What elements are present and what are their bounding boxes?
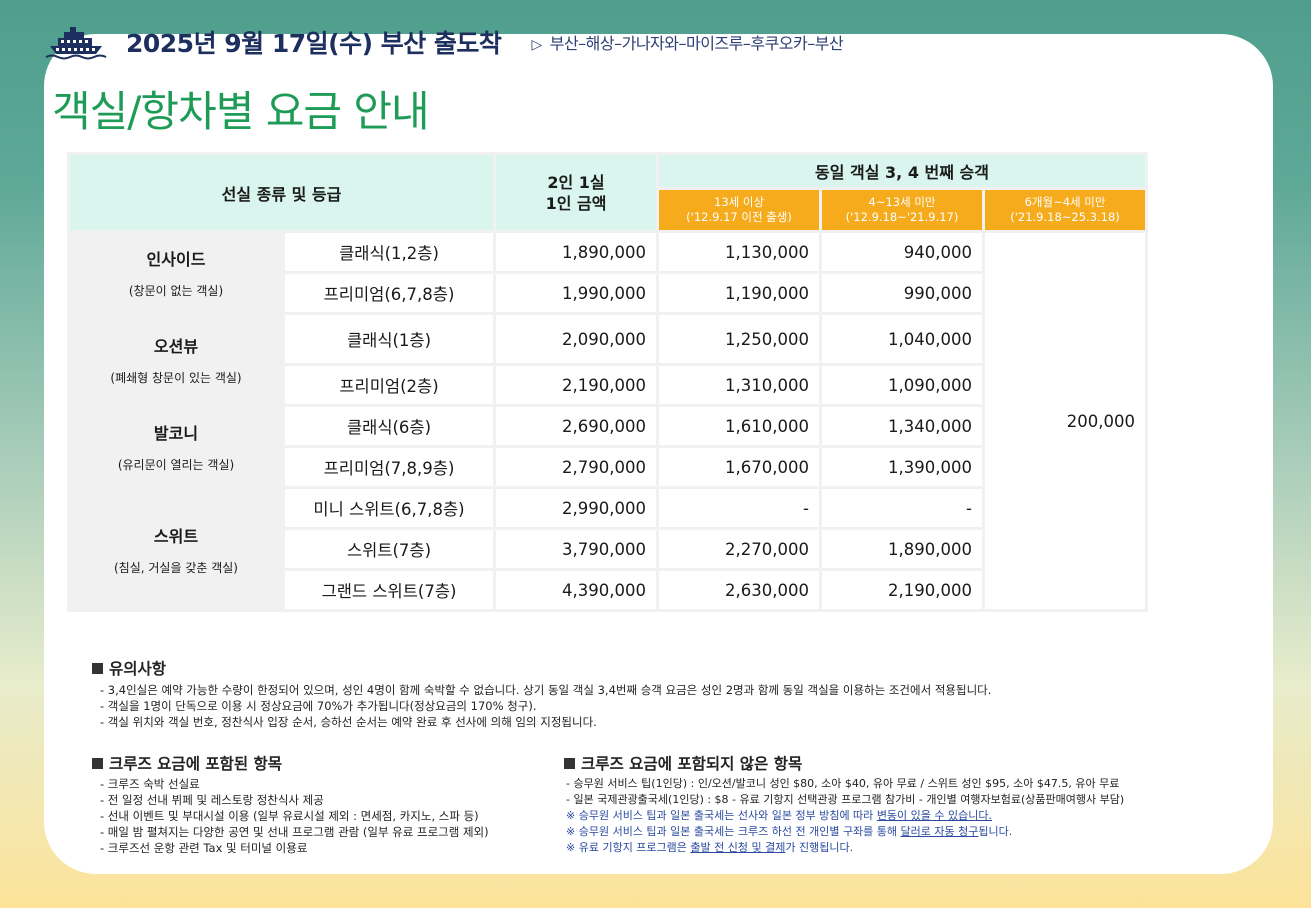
table-row: 스위트(7층) 3,790,000 2,270,000 1,890,000	[70, 530, 1145, 568]
price-4to13: 1,090,000	[822, 366, 983, 404]
route-marker-icon: ▷	[531, 37, 542, 53]
list-item: - 객실을 1명이 단독으로 이용 시 정상요금에 70%가 추가됩니다(정상요…	[100, 699, 537, 713]
cabin-subtype: 미니 스위트(6,7,8층)	[285, 489, 494, 527]
header-extra-guest: 동일 객실 3, 4 번째 승객	[659, 155, 1146, 187]
cabin-subtype: 프리미엄(2층)	[285, 366, 494, 404]
base-price: 1,890,000	[496, 233, 657, 271]
page-title: 객실/항차별 요금 안내	[52, 87, 430, 136]
route-info: ▷ 부산–해상–가나자와–마이즈루–후쿠오카–부산	[531, 30, 843, 54]
excluded-note: ※ 유료 기항지 프로그램은 출발 전 신청 및 결제가 진행됩니다.	[566, 841, 854, 854]
table-row: 프리미엄(7,8,9층) 2,790,000 1,670,000 1,390,0…	[70, 448, 1145, 486]
included-list: - 크루즈 숙박 선실료 - 전 일정 선내 뷔페 및 레스토랑 정찬식사 제공…	[100, 776, 489, 856]
base-price: 1,990,000	[496, 274, 657, 312]
infant-price: 200,000	[985, 233, 1146, 609]
excluded-note: ※ 승무원 서비스 팁과 일본 출국세는 크루즈 하선 전 개인별 구좌를 통해…	[566, 825, 1013, 838]
list-item: - 매일 밤 펼쳐지는 다양한 공연 및 선내 프로그램 관람 (일부 유료 프…	[100, 825, 489, 839]
base-price: 2,990,000	[496, 489, 657, 527]
square-bullet-icon	[92, 663, 103, 674]
base-price: 4,390,000	[496, 571, 657, 609]
price-13plus: 1,190,000	[659, 274, 820, 312]
list-item: - 전 일정 선내 뷔페 및 레스토랑 정찬식사 제공	[100, 793, 324, 807]
cabin-grade: 스위트 (침실, 거실을 갖춘 객실)	[70, 489, 282, 609]
list-item: - 크루즈 숙박 선실료	[100, 777, 200, 791]
table-row: 오션뷰 (폐쇄형 창문이 있는 객실) 클래식(1층) 2,090,000 1,2…	[70, 315, 1145, 404]
list-item: - 승무원 서비스 팁(1인당) : 인/오션/발코니 성인 $80, 소아 $…	[566, 777, 1120, 790]
price-4to13: 940,000	[822, 233, 983, 271]
square-bullet-icon	[92, 758, 103, 769]
table-row: 스위트 (침실, 거실을 갖춘 객실) 미니 스위트(6,7,8층) 2,990,…	[70, 489, 1145, 609]
age-group-header: 6개월~4세 미만 ('21.9.18~25.3.18)	[985, 190, 1146, 230]
price-13plus: 2,270,000	[659, 530, 820, 568]
age-group-header: 4~13세 미만 ('12.9.18~'21.9.17)	[822, 190, 983, 230]
price-13plus: 1,610,000	[659, 407, 820, 445]
list-item: - 선내 이벤트 및 부대시설 이용 (일부 유료시설 제외 : 면세점, 카지…	[100, 809, 479, 823]
price-4to13: 1,890,000	[822, 530, 983, 568]
fare-table: 선실 종류 및 등급 2인 1실 1인 금액 동일 객실 3, 4 번째 승객 …	[67, 152, 1149, 612]
cabin-subtype: 클래식(6층)	[285, 407, 494, 445]
price-4to13: 2,190,000	[822, 571, 983, 609]
cabin-subtype: 클래식(1,2층)	[285, 233, 494, 271]
cabin-grade: 발코니 (유리문이 열리는 객실)	[70, 407, 282, 486]
cabin-subtype: 프리미엄(6,7,8층)	[285, 274, 494, 312]
list-item: - 일본 국제관광출국세(1인당) : $8 - 유료 기항지 선택관광 프로그…	[566, 793, 1125, 806]
cruise-ship-icon	[45, 27, 107, 60]
voyage-date-title: 2025년 9월 17일(수) 부산 출도착	[126, 29, 502, 58]
cabin-subtype: 프리미엄(7,8,9층)	[285, 448, 494, 486]
price-4to13: 1,040,000	[822, 315, 983, 363]
notice-list: - 3,4인실은 예약 가능한 수량이 한정되어 있으며, 성인 4명이 함께 …	[100, 682, 991, 730]
table-row: 프리미엄(2층) 2,190,000 1,310,000 1,090,000	[70, 366, 1145, 404]
price-13plus: 1,310,000	[659, 366, 820, 404]
header: 2025년 9월 17일(수) 부산 출도착 ▷ 부산–해상–가나자와–마이즈루–…	[44, 22, 844, 62]
price-4to13: 1,340,000	[822, 407, 983, 445]
base-price: 3,790,000	[496, 530, 657, 568]
list-item: - 크루즈선 운항 관련 Tax 및 터미널 이용료	[100, 841, 308, 855]
list-item: - 객실 위치와 객실 번호, 정찬식사 입장 순서, 승하선 순서는 예약 완…	[100, 715, 597, 729]
base-price: 2,790,000	[496, 448, 657, 486]
route-text: 부산–해상–가나자와–마이즈루–후쿠오카–부산	[549, 34, 844, 53]
square-bullet-icon	[564, 758, 575, 769]
excluded-title: 크루즈 요금에 포함되지 않은 항목	[564, 752, 802, 774]
age-group-header: 13세 이상 ('12.9.17 이전 출생)	[659, 190, 820, 230]
price-13plus: 2,630,000	[659, 571, 820, 609]
header-cabin-type: 선실 종류 및 등급	[70, 155, 494, 230]
price-4to13: 990,000	[822, 274, 983, 312]
cabin-grade: 인사이드 (창문이 없는 객실)	[70, 233, 282, 312]
included-title: 크루즈 요금에 포함된 항목	[92, 752, 282, 774]
price-4to13: -	[822, 489, 983, 527]
table-row: 발코니 (유리문이 열리는 객실) 클래식(6층) 2,690,000 1,610…	[70, 407, 1145, 486]
base-price: 2,690,000	[496, 407, 657, 445]
cabin-subtype: 스위트(7층)	[285, 530, 494, 568]
table-row: 인사이드 (창문이 없는 객실) 클래식(1,2층) 1,890,000 1,13…	[70, 233, 1146, 609]
price-13plus: 1,250,000	[659, 315, 820, 363]
base-price: 2,190,000	[496, 366, 657, 404]
list-item: - 3,4인실은 예약 가능한 수량이 한정되어 있으며, 성인 4명이 함께 …	[100, 683, 992, 697]
price-4to13: 1,390,000	[822, 448, 983, 486]
excluded-list: - 승무원 서비스 팁(1인당) : 인/오션/발코니 성인 $80, 소아 $…	[566, 776, 1124, 856]
cabin-subtype: 그랜드 스위트(7층)	[285, 571, 494, 609]
notice-title: 유의사항	[92, 657, 166, 679]
cabin-grade: 오션뷰 (폐쇄형 창문이 있는 객실)	[70, 315, 282, 404]
table-row: 프리미엄(6,7,8층) 1,990,000 1,190,000 990,000	[70, 274, 1145, 312]
price-13plus: -	[659, 489, 820, 527]
base-price: 2,090,000	[496, 315, 657, 363]
price-13plus: 1,670,000	[659, 448, 820, 486]
header-base-price: 2인 1실 1인 금액	[496, 155, 657, 230]
table-row: 그랜드 스위트(7층) 4,390,000 2,630,000 2,190,00…	[70, 571, 1145, 609]
excluded-note: ※ 승무원 서비스 팁과 일본 출국세는 선사와 일본 정부 방침에 따라 변동…	[566, 809, 992, 822]
cabin-subtype: 클래식(1층)	[285, 315, 494, 363]
price-13plus: 1,130,000	[659, 233, 820, 271]
